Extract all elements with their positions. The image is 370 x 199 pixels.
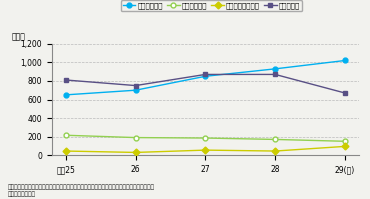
画像目的使用: [64, 94, 68, 96]
Line: その他動作: その他動作: [63, 72, 347, 96]
Legend: 画像目的使用, 通話目的使用, ハンズフリー使用, その他動作: 画像目的使用, 通話目的使用, ハンズフリー使用, その他動作: [121, 0, 302, 11]
通話目的使用: [203, 137, 208, 139]
画像目的使用: [343, 59, 347, 62]
その他動作: [343, 92, 347, 94]
その他動作: [133, 84, 138, 87]
画像目的使用: [203, 75, 208, 77]
ハンズフリー使用: [64, 150, 68, 152]
その他動作: [273, 73, 278, 76]
Text: （件）: （件）: [12, 33, 26, 42]
通話目的使用: [343, 140, 347, 142]
通話目的使用: [64, 134, 68, 137]
Text: 注：「その他動作」とは、携帯電話等を取ろうとしたなど、他の使用以外の携帯電話等に関す
　る動作をいう。: 注：「その他動作」とは、携帯電話等を取ろうとしたなど、他の使用以外の携帯電話等に…: [7, 185, 154, 197]
ハンズフリー使用: [203, 149, 208, 151]
その他動作: [203, 73, 208, 76]
通話目的使用: [133, 136, 138, 139]
ハンズフリー使用: [133, 151, 138, 154]
ハンズフリー使用: [273, 150, 278, 152]
Line: ハンズフリー使用: ハンズフリー使用: [63, 144, 347, 155]
Line: 通話目的使用: 通話目的使用: [63, 133, 347, 144]
画像目的使用: [133, 89, 138, 91]
通話目的使用: [273, 138, 278, 141]
その他動作: [64, 79, 68, 81]
Line: 画像目的使用: 画像目的使用: [63, 58, 347, 97]
画像目的使用: [273, 68, 278, 70]
ハンズフリー使用: [343, 145, 347, 148]
